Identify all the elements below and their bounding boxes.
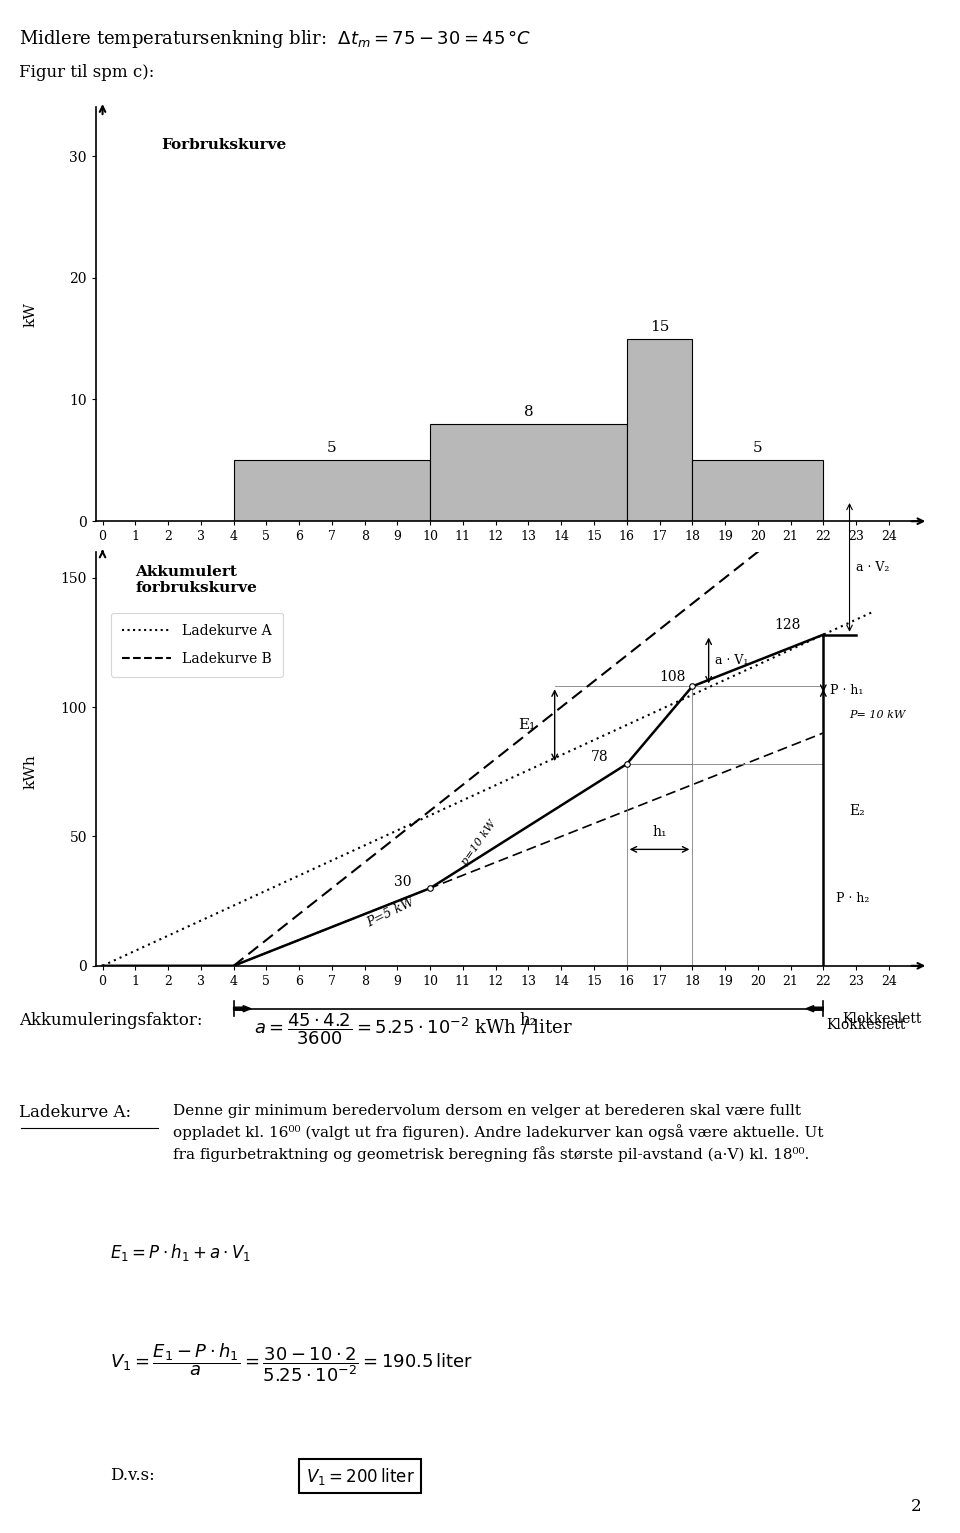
Text: P · h₁: P · h₁ <box>829 684 863 698</box>
Text: Denne gir minimum beredervolum dersom en velger at berederen skal være fullt
opp: Denne gir minimum beredervolum dersom en… <box>173 1104 824 1162</box>
Text: Ladekurve A:: Ladekurve A: <box>19 1104 132 1121</box>
Text: P= 10 kW: P= 10 kW <box>850 710 906 721</box>
Text: h₂: h₂ <box>519 1012 537 1029</box>
Text: a · V₂: a · V₂ <box>856 561 890 573</box>
Text: 5: 5 <box>753 442 762 455</box>
Text: 108: 108 <box>660 670 685 684</box>
Text: $a = \dfrac{45 \cdot 4.2}{3600} = 5.25 \cdot 10^{-2}$ kWh / liter: $a = \dfrac{45 \cdot 4.2}{3600} = 5.25 \… <box>254 1012 573 1047</box>
Legend: Ladekurve A, Ladekurve B: Ladekurve A, Ladekurve B <box>111 613 283 676</box>
Text: Akkumuleringsfaktor:: Akkumuleringsfaktor: <box>19 1012 203 1029</box>
Text: p=10 kW: p=10 kW <box>460 819 498 866</box>
Text: $V_1 = 200\,\mathrm{liter}$: $V_1 = 200\,\mathrm{liter}$ <box>305 1466 415 1487</box>
Text: Forbrukskurve: Forbrukskurve <box>161 138 287 152</box>
Bar <box>430 423 627 521</box>
Text: 78: 78 <box>590 751 609 765</box>
Text: 5: 5 <box>327 442 337 455</box>
Text: Figur til spm c):: Figur til spm c): <box>19 64 155 81</box>
Text: 8: 8 <box>523 405 533 419</box>
Text: 30: 30 <box>395 875 412 889</box>
Text: P=5 kW: P=5 kW <box>365 895 417 931</box>
Text: Klokkeslett: Klokkeslett <box>826 1018 905 1032</box>
Text: Klokkeslett: Klokkeslett <box>826 613 905 627</box>
Text: Akkumulert
forbrukskurve: Akkumulert forbrukskurve <box>135 564 257 595</box>
Text: 128: 128 <box>774 618 801 633</box>
Text: Midlere temperatursenkning blir:  $\Delta t_m = 75 - 30 = 45\,°C$: Midlere temperatursenkning blir: $\Delta… <box>19 28 532 49</box>
Text: D.v.s:: D.v.s: <box>110 1467 156 1484</box>
Text: kWh: kWh <box>23 754 37 789</box>
Text: E₁: E₁ <box>517 717 535 733</box>
Text: a · V₁: a · V₁ <box>715 655 749 667</box>
Bar <box>233 460 430 521</box>
Text: h₁: h₁ <box>652 825 667 839</box>
Text: 15: 15 <box>650 320 669 334</box>
Text: $E_1 = P \cdot h_1 + a \cdot V_1$: $E_1 = P \cdot h_1 + a \cdot V_1$ <box>110 1242 252 1263</box>
Text: E₂: E₂ <box>850 803 865 817</box>
Text: kW: kW <box>23 302 37 327</box>
Text: P · h₂: P · h₂ <box>836 892 870 904</box>
Bar <box>627 339 692 521</box>
Text: 2: 2 <box>911 1498 922 1515</box>
Text: Klokkeslett: Klokkeslett <box>843 1012 922 1026</box>
Bar <box>692 460 824 521</box>
Text: $V_1 = \dfrac{E_1 - P \cdot h_1}{a} = \dfrac{30 - 10 \cdot 2}{5.25 \cdot 10^{-2}: $V_1 = \dfrac{E_1 - P \cdot h_1}{a} = \d… <box>110 1341 473 1384</box>
